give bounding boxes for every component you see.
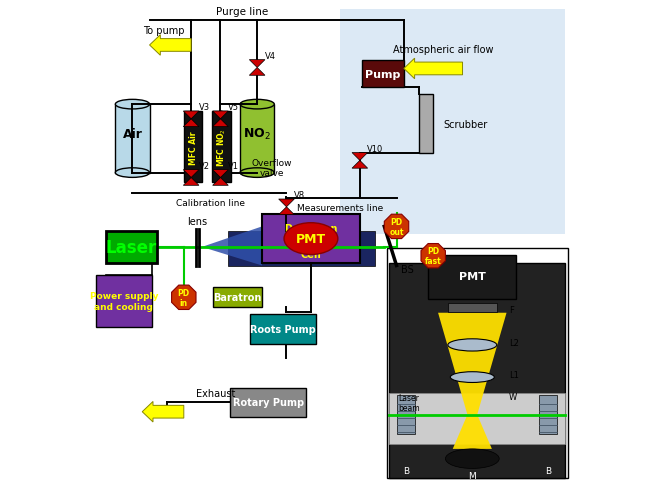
Text: Laser: Laser (106, 239, 157, 257)
Text: B: B (545, 467, 551, 475)
Bar (428, 256, 516, 299)
Text: Calibration line: Calibration line (176, 199, 245, 207)
Bar (387, 249, 568, 478)
Ellipse shape (446, 449, 499, 468)
Text: lens: lens (188, 217, 208, 227)
Polygon shape (228, 232, 375, 266)
Text: L1: L1 (509, 370, 519, 380)
Text: B: B (403, 467, 409, 475)
Text: V2: V2 (198, 162, 210, 171)
Text: PMT: PMT (296, 233, 326, 245)
Text: MFC Air: MFC Air (188, 131, 198, 164)
Text: Scrubber: Scrubber (443, 120, 487, 129)
FancyArrow shape (149, 36, 191, 56)
Polygon shape (183, 112, 199, 120)
Ellipse shape (450, 372, 494, 383)
Polygon shape (213, 170, 228, 178)
Text: Detection: Detection (284, 224, 338, 233)
Polygon shape (453, 415, 492, 449)
Polygon shape (384, 215, 408, 239)
FancyArrow shape (142, 402, 184, 422)
Text: V5: V5 (228, 103, 239, 112)
Text: BS: BS (401, 264, 414, 274)
Polygon shape (172, 285, 196, 310)
Text: MFC NO$_2$: MFC NO$_2$ (215, 128, 227, 167)
Text: Rotary Pump: Rotary Pump (233, 398, 303, 407)
Text: PMT: PMT (459, 271, 486, 282)
Bar (418, 95, 433, 154)
Polygon shape (438, 313, 506, 415)
Polygon shape (202, 227, 262, 266)
Text: V3: V3 (198, 103, 210, 112)
Bar (213, 287, 262, 307)
Text: Roots Pump: Roots Pump (250, 325, 316, 334)
Text: F: F (509, 305, 514, 314)
Text: Pump: Pump (366, 69, 401, 80)
Bar (212, 112, 231, 183)
Bar (240, 105, 274, 173)
Ellipse shape (115, 100, 149, 110)
Polygon shape (421, 244, 446, 268)
Ellipse shape (115, 168, 149, 178)
Polygon shape (249, 61, 265, 68)
Text: PD
out: PD out (389, 217, 404, 237)
Text: Laser
beam: Laser beam (398, 393, 420, 412)
Text: V1: V1 (228, 162, 239, 171)
Text: L2: L2 (509, 338, 519, 347)
Bar (539, 395, 557, 434)
Text: Exhaust: Exhaust (196, 388, 235, 398)
Bar (389, 264, 565, 478)
Polygon shape (183, 178, 199, 186)
Text: V10: V10 (367, 145, 383, 154)
Text: To pump: To pump (143, 26, 185, 36)
Polygon shape (249, 68, 265, 76)
FancyArrow shape (404, 59, 463, 80)
Polygon shape (213, 112, 228, 120)
Bar (115, 105, 149, 173)
Ellipse shape (448, 339, 497, 351)
Polygon shape (213, 178, 228, 186)
Polygon shape (352, 161, 368, 169)
Polygon shape (352, 153, 368, 161)
Text: NO$_2$: NO$_2$ (243, 127, 271, 142)
Bar (448, 303, 497, 312)
Text: Baratron: Baratron (214, 292, 262, 302)
Bar (96, 276, 152, 327)
Text: Power supply
and cooling: Power supply and cooling (90, 291, 158, 312)
Text: Purge line: Purge line (216, 7, 268, 17)
Text: Overflow
valve: Overflow valve (252, 159, 292, 178)
Text: Atmospheric air flow: Atmospheric air flow (393, 45, 493, 55)
Polygon shape (279, 200, 294, 207)
Text: V4: V4 (264, 52, 276, 61)
Polygon shape (183, 120, 199, 127)
Polygon shape (279, 207, 294, 215)
Bar (106, 232, 157, 264)
Polygon shape (183, 170, 199, 178)
Ellipse shape (240, 168, 274, 178)
Ellipse shape (240, 100, 274, 110)
Text: PD
fast: PD fast (425, 246, 442, 266)
Text: Measurements line: Measurements line (297, 204, 383, 213)
Text: M: M (469, 471, 476, 480)
Bar (389, 394, 565, 444)
Bar (250, 315, 316, 344)
Bar (397, 395, 415, 434)
Text: W: W (509, 392, 518, 401)
Text: Air: Air (122, 128, 142, 141)
Bar (262, 215, 360, 264)
Polygon shape (213, 120, 228, 127)
Bar (362, 61, 404, 88)
Ellipse shape (284, 224, 338, 255)
Text: Cell: Cell (301, 250, 321, 260)
Bar (184, 112, 202, 183)
Text: PD
in: PD in (178, 288, 190, 307)
Text: V8: V8 (294, 191, 305, 200)
Bar (340, 10, 565, 234)
Bar (230, 388, 306, 417)
